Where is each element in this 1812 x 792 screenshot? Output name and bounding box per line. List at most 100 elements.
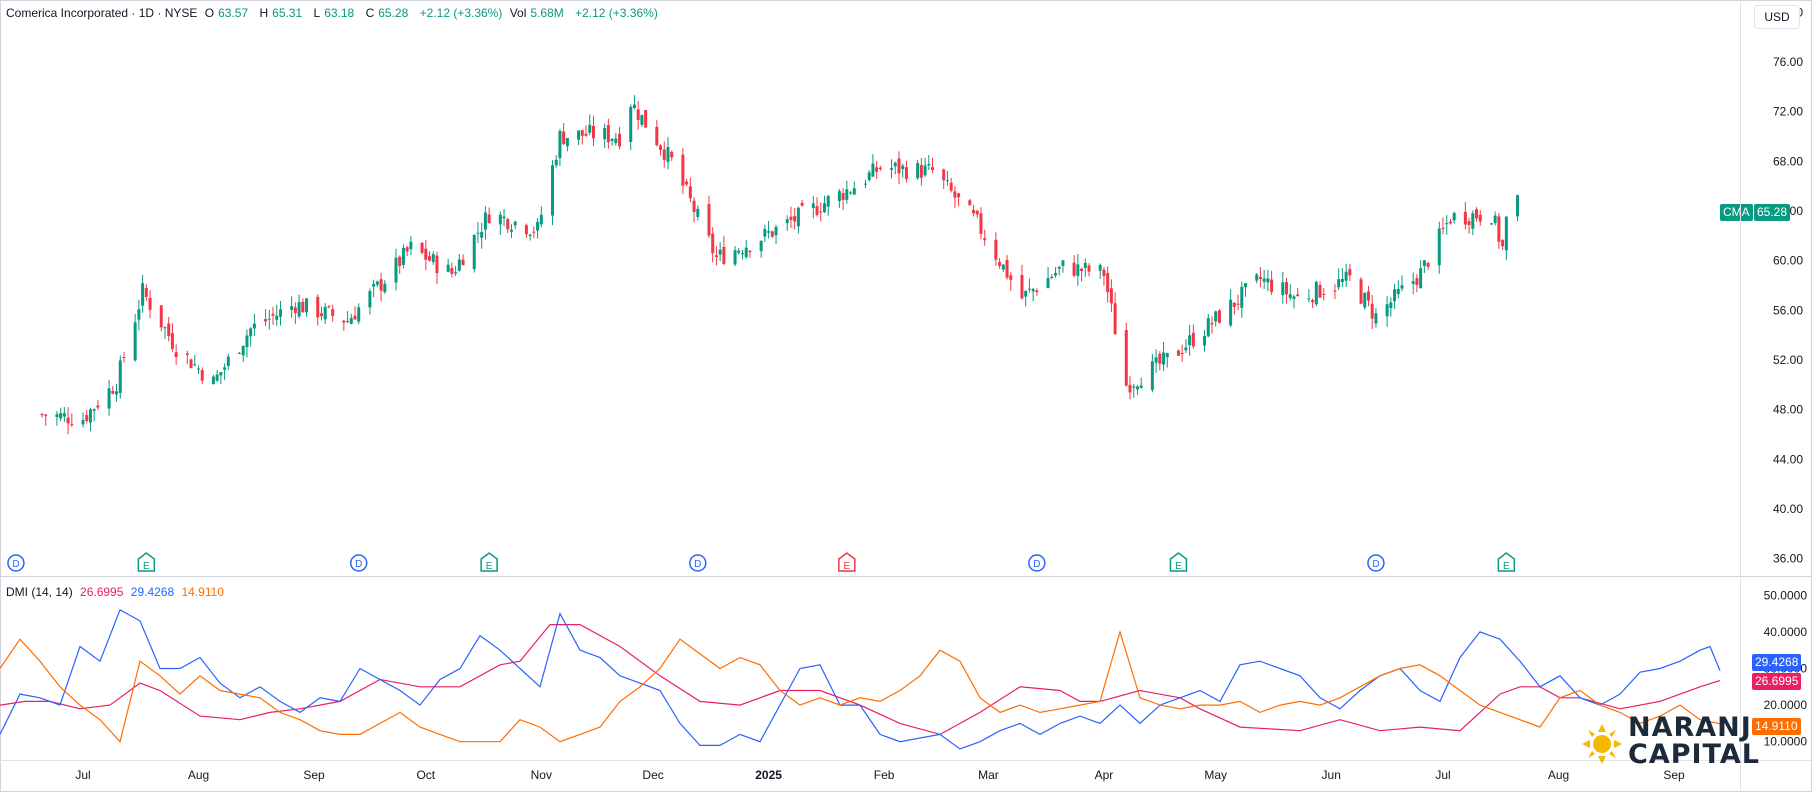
- candle-body: [968, 200, 972, 206]
- candle-body: [849, 192, 853, 194]
- candle-body: [1493, 215, 1497, 224]
- candle-body: [346, 321, 350, 323]
- candle-body: [577, 130, 581, 140]
- candle-body: [774, 226, 778, 236]
- candle-body: [1206, 318, 1210, 337]
- price-tick-label: 40.00: [1773, 502, 1803, 516]
- candle-body: [1504, 216, 1508, 251]
- candle-body: [692, 200, 696, 213]
- candle-body: [1240, 286, 1244, 308]
- price-axis[interactable]: 80.0076.0072.0068.0064.0060.0056.0052.00…: [1741, 0, 1811, 576]
- candle-body: [144, 287, 148, 297]
- dmi-tick-label: 40.0000: [1764, 625, 1808, 639]
- candle-body: [40, 414, 44, 416]
- candle-body: [1448, 221, 1452, 224]
- candle-body: [1281, 282, 1285, 296]
- candle-body: [591, 125, 595, 139]
- candle-body: [1255, 274, 1259, 281]
- candle-body: [632, 104, 636, 108]
- earnings-marker: [480, 552, 498, 572]
- symbol-title[interactable]: Comerica Incorporated · 1D · NYSE: [6, 6, 198, 20]
- candle-body: [301, 301, 305, 313]
- price-pane[interactable]: D E D E D E D E D E Comerica Incorporated · 1D · …: [0, 0, 1740, 576]
- price-tick-label: 52.00: [1773, 353, 1803, 367]
- candle-body: [271, 313, 275, 316]
- price-tick-label: 44.00: [1773, 452, 1803, 466]
- candle-body: [1031, 289, 1035, 292]
- candle-body: [919, 165, 923, 178]
- price-tick-label: 48.00: [1773, 403, 1803, 417]
- candle-body: [1463, 211, 1467, 225]
- candle-body: [55, 414, 59, 417]
- candle-body: [1150, 361, 1154, 390]
- candle-body: [1374, 313, 1378, 324]
- time-tick-label: Mar: [978, 768, 999, 782]
- candle-body: [629, 106, 633, 142]
- volume-key: Vol: [509, 6, 527, 20]
- candle-body: [1046, 277, 1050, 289]
- candle-body: [1035, 290, 1039, 293]
- earnings-marker-label: E: [1175, 561, 1182, 572]
- candle-body: [349, 318, 353, 324]
- candle-body: [610, 139, 614, 141]
- candle-body: [1270, 279, 1274, 293]
- candle-body: [1139, 385, 1143, 389]
- minus-di-tag-value: 14.9110: [1755, 719, 1798, 733]
- candle-body: [480, 232, 484, 238]
- candle-body: [1076, 264, 1080, 276]
- candle-body: [375, 281, 379, 285]
- price-tick-label: 36.00: [1773, 552, 1803, 566]
- close-key: C: [365, 6, 375, 20]
- pane-separator[interactable]: [0, 576, 1811, 577]
- candle-body: [1452, 212, 1456, 221]
- candle-body: [636, 109, 640, 120]
- candle-body: [502, 216, 506, 219]
- candle-body: [1080, 268, 1084, 272]
- candle-body: [785, 219, 789, 224]
- dmi-name[interactable]: DMI (14, 14): [6, 585, 73, 599]
- candle-body: [1348, 269, 1352, 276]
- candle-body: [70, 423, 74, 425]
- candle-body: [342, 320, 346, 323]
- time-tick-label: Jul: [1435, 768, 1450, 782]
- candle-body: [1370, 303, 1374, 319]
- candle-body: [670, 151, 674, 158]
- low-key: L: [313, 6, 321, 20]
- candle-body: [1340, 278, 1344, 282]
- dmi-chart[interactable]: [0, 577, 1740, 760]
- candle-body: [741, 253, 745, 255]
- candle-body: [1501, 240, 1505, 247]
- candle-body: [733, 250, 737, 265]
- adx-tag: 26.6995: [1752, 673, 1802, 690]
- candle-body: [845, 189, 849, 200]
- time-tick-label: Jul: [75, 768, 90, 782]
- candle-body: [159, 305, 163, 328]
- candle-body: [331, 309, 335, 316]
- candle-body: [1188, 335, 1192, 346]
- candle-body: [979, 213, 983, 234]
- candle-body: [96, 405, 100, 408]
- time-axis[interactable]: Jul Aug Sep Oct Nov Dec 2025 Feb Mar Apr May Jun Jul…: [0, 761, 1740, 790]
- candle-body: [1154, 357, 1158, 363]
- candle-body: [644, 110, 648, 128]
- time-tick-label: Feb: [874, 768, 895, 782]
- candle-body: [506, 219, 510, 230]
- currency-button[interactable]: USD: [1754, 5, 1800, 29]
- symbol-tag-symbol: CMA: [1723, 205, 1750, 219]
- price-axis-labels: 80.0076.0072.0068.0064.0060.0056.0052.00…: [1773, 5, 1803, 566]
- candle-body: [92, 409, 96, 411]
- candle-body: [409, 241, 413, 250]
- candle-body: [532, 231, 536, 233]
- candle-body: [685, 181, 689, 185]
- candle-body: [122, 356, 126, 358]
- candle-body: [837, 191, 841, 202]
- candle-body: [141, 283, 145, 306]
- candle-body: [659, 145, 663, 151]
- candle-body: [957, 193, 961, 198]
- candle-body: [211, 376, 215, 385]
- dmi-pane[interactable]: DMI (14, 14) 26.6995 29.4268 14.9110: [0, 577, 1740, 760]
- dmi-series-di-line: [0, 629, 1721, 743]
- candle-body: [1061, 260, 1065, 266]
